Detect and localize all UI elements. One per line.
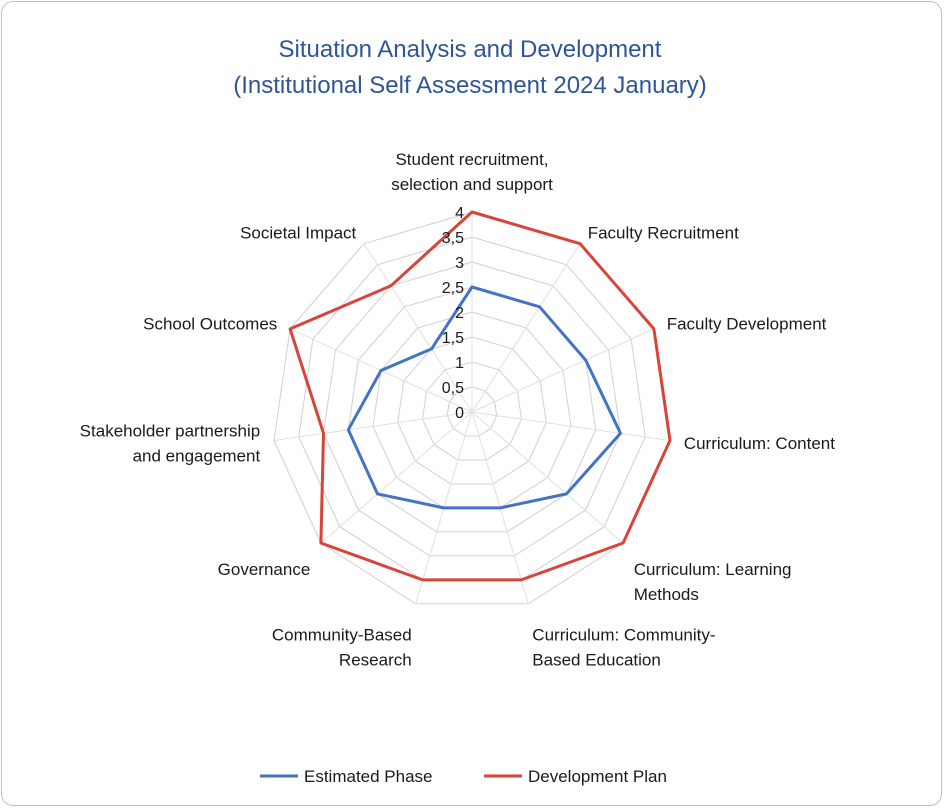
chart-title-line-1: Situation Analysis and Development [279, 36, 662, 63]
category-label: Curriculum: Community- [532, 625, 715, 644]
grid-spoke [471, 243, 581, 413]
tick-label: 3 [455, 255, 464, 272]
grid-spoke [363, 243, 473, 413]
category-label: Faculty Recruitment [588, 224, 739, 243]
category-label: Student recruitment, [395, 150, 548, 169]
tick-label: 0,5 [442, 380, 464, 397]
legend-label: Estimated Phase [304, 767, 433, 786]
category-label: Methods [634, 585, 699, 604]
grid-spoke [471, 411, 624, 544]
category-label: Faculty Development [667, 315, 827, 334]
category-label: Governance [218, 560, 311, 579]
tick-label: 4 [455, 205, 464, 222]
tick-label: 0 [455, 405, 464, 422]
category-label: Stakeholder partnership [80, 422, 261, 441]
grid-ring [421, 361, 523, 461]
tick-label: 1,5 [442, 330, 464, 347]
category-label: Societal Impact [240, 224, 356, 243]
tick-label: 2 [455, 305, 464, 322]
category-label: Community-Based [272, 625, 412, 644]
grid-ring [446, 386, 498, 437]
category-label: selection and support [391, 175, 553, 194]
grid-ring [397, 336, 547, 485]
category-label: Curriculum: Learning [634, 560, 792, 579]
grid-spoke [471, 328, 655, 413]
category-label: Curriculum: Content [684, 434, 835, 453]
tick-label: 1 [455, 355, 464, 372]
category-label: Based Education [532, 650, 661, 669]
grid-spoke [320, 411, 473, 544]
series-line-estimated-phase [346, 285, 622, 510]
grid-ring [322, 261, 622, 557]
tick-label: 3,5 [442, 230, 464, 247]
category-label: and engagement [133, 447, 261, 466]
legend-label: Development Plan [528, 767, 667, 786]
tick-label: 2,5 [442, 280, 464, 297]
grid-spoke [471, 411, 671, 441]
chart-title-line-2: (Institutional Self Assessment 2024 Janu… [233, 72, 707, 99]
series-line-development-plan [288, 210, 672, 582]
category-label: Research [339, 650, 412, 669]
grid-spoke [273, 411, 473, 441]
category-label: School Outcomes [143, 315, 277, 334]
